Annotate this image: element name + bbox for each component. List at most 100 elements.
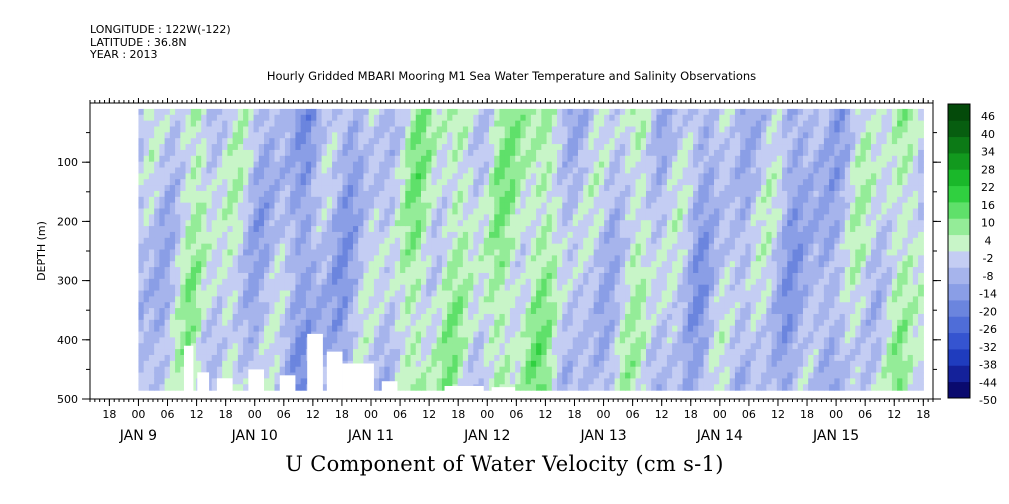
heatmap-cell — [379, 325, 385, 333]
heatmap-cell — [489, 366, 495, 374]
heatmap-cell — [305, 267, 312, 274]
heatmap-cell — [143, 202, 150, 210]
heatmap-cell — [253, 354, 260, 362]
heatmap-cell — [504, 255, 511, 262]
heatmap-cell — [185, 302, 192, 309]
heatmap-cell — [557, 214, 563, 221]
heatmap-cell — [222, 226, 228, 233]
heatmap-cell — [572, 144, 579, 151]
heatmap-cell — [577, 196, 584, 204]
heatmap-cell — [557, 108, 563, 116]
heatmap-cell — [384, 372, 391, 380]
heatmap-cell — [227, 120, 234, 128]
heatmap-cell — [656, 179, 663, 186]
heatmap-cell — [269, 360, 276, 368]
heatmap-cell — [185, 190, 192, 198]
heatmap-cell — [290, 185, 297, 192]
heatmap-cell — [598, 302, 605, 309]
heatmap-cell — [567, 249, 574, 256]
heatmap-cell — [253, 167, 260, 174]
heatmap-cell — [337, 290, 344, 297]
heatmap-cell — [489, 220, 495, 227]
heatmap-cell — [447, 284, 453, 292]
heatmap-cell — [206, 302, 213, 309]
heatmap-cell — [520, 208, 527, 215]
heatmap-cell — [541, 378, 548, 385]
heatmap-cell — [604, 249, 610, 256]
heatmap-cell — [541, 185, 548, 192]
heatmap-cell — [577, 132, 584, 139]
heatmap-cell — [457, 354, 464, 362]
heatmap-cell — [405, 308, 412, 315]
heatmap-cell — [666, 343, 673, 350]
heatmap-cell — [640, 349, 647, 356]
heatmap-cell — [405, 144, 412, 151]
heatmap-cell — [635, 378, 642, 385]
heatmap-cell — [452, 255, 459, 262]
heatmap-cell — [222, 173, 228, 180]
heatmap-cell — [232, 372, 239, 380]
heatmap-cell — [169, 372, 176, 380]
heatmap-cell — [169, 179, 176, 186]
heatmap-cell — [421, 167, 427, 174]
heatmap-cell — [264, 202, 270, 210]
heatmap-cell — [421, 114, 427, 122]
heatmap-cell — [332, 249, 338, 256]
heatmap-cell — [604, 214, 610, 221]
heatmap-cell — [577, 331, 584, 338]
heatmap-cell — [557, 349, 563, 356]
heatmap-cell — [473, 149, 480, 157]
heatmap-cell — [478, 296, 485, 303]
heatmap-cell — [295, 144, 302, 151]
heatmap-cell — [530, 108, 537, 116]
heatmap-cell — [279, 185, 286, 192]
heatmap-cell — [253, 308, 260, 315]
heatmap-cell — [332, 267, 338, 274]
heatmap-cell — [462, 278, 469, 286]
heatmap-cell — [525, 349, 532, 356]
heatmap-cell — [666, 384, 673, 391]
heatmap-cell — [342, 255, 349, 262]
heatmap-cell — [232, 325, 239, 333]
heatmap-cell — [175, 208, 181, 215]
heatmap-cell — [509, 144, 516, 151]
heatmap-cell — [635, 144, 642, 151]
heatmap-cell — [290, 144, 297, 151]
heatmap-cell — [284, 132, 291, 139]
heatmap-cell — [321, 261, 328, 268]
heatmap-cell — [677, 208, 684, 215]
heatmap-cell — [536, 108, 542, 116]
heatmap-cell — [196, 185, 202, 192]
heatmap-cell — [509, 149, 516, 157]
heatmap-cell — [598, 296, 605, 303]
heatmap-cell — [269, 302, 276, 309]
heatmap-cell — [520, 214, 527, 221]
heatmap-cell — [656, 272, 663, 280]
heatmap-cell — [300, 331, 307, 338]
heatmap-cell — [473, 226, 480, 233]
heatmap-cell — [284, 214, 291, 221]
heatmap-cell — [441, 267, 448, 274]
heatmap-cell — [347, 325, 354, 333]
heatmap-cell — [577, 243, 584, 251]
heatmap-cell — [499, 354, 506, 362]
heatmap-cell — [541, 255, 548, 262]
heatmap-cell — [426, 208, 433, 215]
heatmap-cell — [248, 185, 255, 192]
heatmap-cell — [216, 372, 223, 380]
heatmap-cell — [619, 237, 626, 245]
heatmap-cell — [405, 255, 412, 262]
heatmap-cell — [536, 319, 542, 327]
heatmap-cell — [138, 243, 145, 251]
heatmap-cell — [305, 226, 312, 233]
heatmap-cell — [169, 255, 176, 262]
heatmap-cell — [635, 161, 642, 169]
heatmap-cell — [478, 202, 485, 210]
heatmap-cell — [279, 231, 286, 239]
heatmap-cell — [598, 231, 605, 239]
heatmap-cell — [326, 185, 333, 192]
heatmap-cell — [640, 337, 647, 344]
heatmap-cell — [284, 261, 291, 268]
heatmap-cell — [148, 144, 155, 151]
heatmap-cell — [175, 372, 181, 380]
